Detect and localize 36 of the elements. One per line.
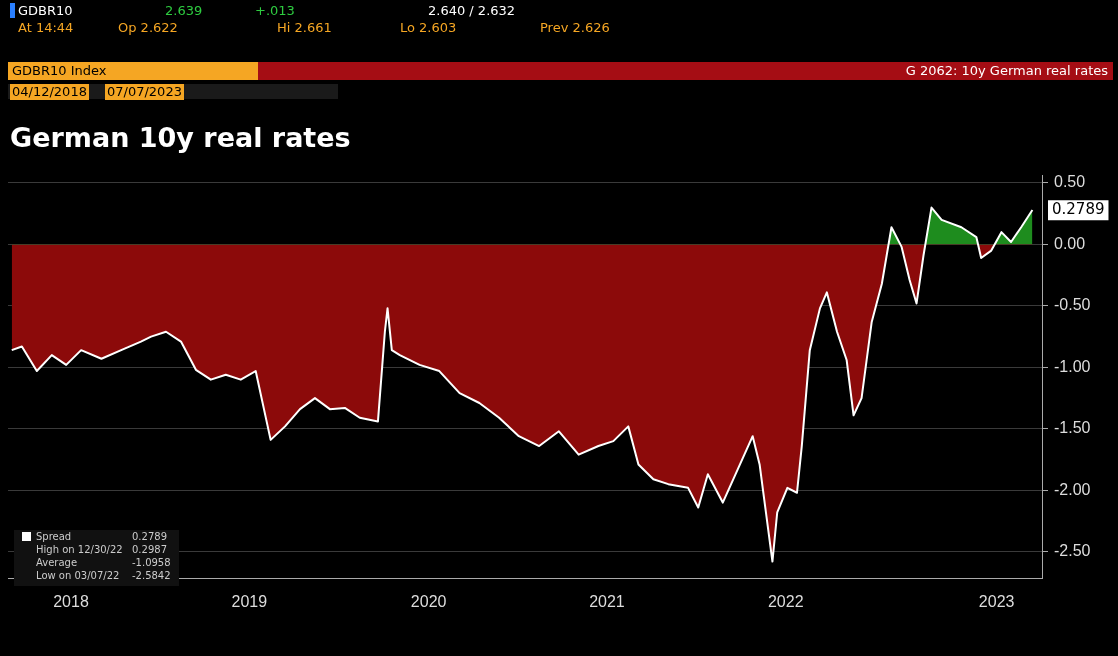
chart-title: German 10y real rates <box>10 122 351 153</box>
x-tick-label: 2022 <box>767 592 804 610</box>
x-tick-label: 2019 <box>231 592 268 610</box>
y-tick-label: -1.00 <box>1054 357 1091 375</box>
text: Prev 2.626 <box>540 20 610 36</box>
text: 2.639 <box>165 3 203 19</box>
annotation: 0.2987 <box>132 543 167 556</box>
legend-label: Spread <box>36 530 72 543</box>
text: At 14:44 <box>18 20 74 36</box>
annotation: 0.2789 <box>132 530 167 543</box>
text: GDBR10 Index <box>12 63 107 79</box>
x-tick-label: 2023 <box>978 592 1015 610</box>
y-tick-label: 0.50 <box>1054 173 1086 191</box>
annotation: High on 12/30/22 <box>36 543 123 556</box>
annotation: Average <box>36 556 78 569</box>
y-tick-label: -0.50 <box>1054 296 1091 314</box>
text: GDBR10 <box>18 3 73 19</box>
annotation: -2.5842 <box>132 569 171 582</box>
text: 04/12/2018 <box>10 84 89 100</box>
text: +.013 <box>255 3 295 19</box>
y-tick-label: -2.50 <box>1054 542 1091 560</box>
x-tick-label: 2020 <box>410 592 447 610</box>
text: Hi 2.661 <box>277 20 332 36</box>
text: G 2062: 10y German real rates <box>905 63 1108 79</box>
text: 07/07/2023 <box>105 84 184 100</box>
x-tick-label: 2021 <box>589 592 625 610</box>
text: Lo 2.603 <box>400 20 457 36</box>
text: Op 2.622 <box>118 20 178 36</box>
x-tick-label: 2018 <box>53 592 89 610</box>
text: 2.640 / 2.632 <box>428 3 516 19</box>
y-tick-label: -1.50 <box>1054 419 1091 437</box>
y-tick-label: -2.00 <box>1054 480 1091 498</box>
annotation: Low on 03/07/22 <box>36 569 120 582</box>
y-tick-label: 0.00 <box>1054 234 1086 252</box>
annotation: -1.0958 <box>132 556 171 569</box>
annotation: 0.2789 <box>1052 200 1105 219</box>
